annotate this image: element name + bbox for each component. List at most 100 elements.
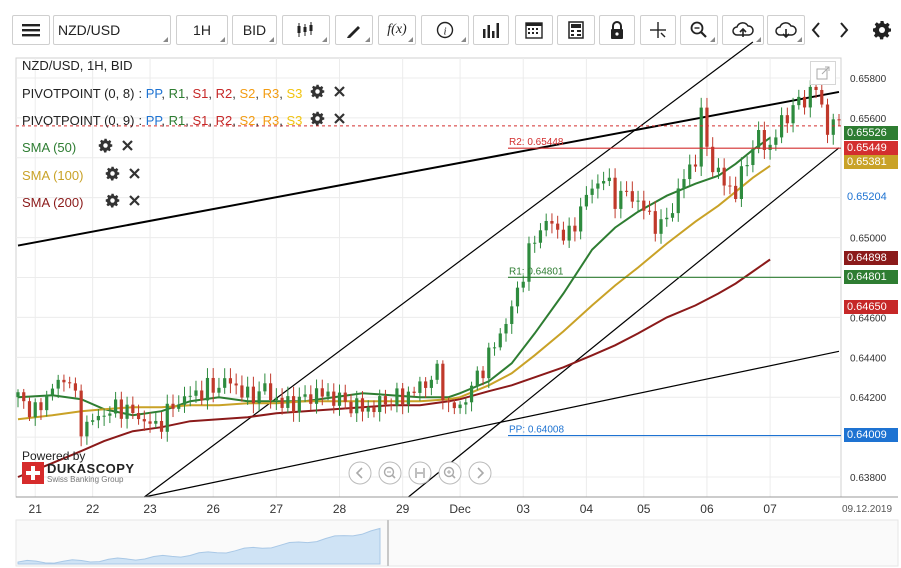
y-tick-label: 0.64400 bbox=[850, 353, 887, 364]
candle-body bbox=[154, 420, 158, 424]
scroll-right-button[interactable] bbox=[834, 15, 854, 45]
function-button[interactable]: f(x) bbox=[378, 15, 416, 45]
candle-body bbox=[647, 210, 652, 212]
pivot-part-4: , bbox=[185, 112, 193, 128]
chart-type-button[interactable] bbox=[282, 15, 330, 45]
pivot-2-levels: : PP, R1, S1, R2, S2, R3, S3 bbox=[138, 113, 302, 128]
moving-averages bbox=[17, 136, 771, 478]
lock-button[interactable] bbox=[599, 15, 635, 45]
candle-body bbox=[533, 242, 537, 244]
candle-body bbox=[567, 225, 571, 241]
candle-body bbox=[492, 347, 497, 349]
sma-100-settings[interactable] bbox=[105, 166, 120, 184]
zoom-out-button[interactable] bbox=[378, 461, 402, 490]
pivot-part-0: : bbox=[138, 85, 146, 101]
candle-body bbox=[211, 377, 215, 393]
symbol-select[interactable]: NZD/USD bbox=[53, 15, 171, 45]
sma-200-settings[interactable] bbox=[105, 193, 120, 211]
svg-text:i: i bbox=[443, 26, 446, 38]
trendline bbox=[144, 350, 840, 498]
candle-body bbox=[73, 383, 78, 391]
calculator-button[interactable] bbox=[557, 15, 595, 45]
zoom-in-button[interactable] bbox=[438, 461, 462, 490]
calendar-button[interactable] bbox=[515, 15, 553, 45]
candle-body bbox=[521, 281, 525, 288]
close-icon bbox=[334, 113, 346, 124]
download-button[interactable] bbox=[767, 15, 805, 45]
pivot-part-7: R2 bbox=[215, 85, 233, 101]
calculator-icon bbox=[568, 21, 584, 39]
sma-200-remove[interactable] bbox=[128, 194, 141, 210]
candle-body bbox=[251, 386, 255, 404]
candle-body bbox=[314, 388, 319, 404]
price-side-select[interactable]: BID bbox=[232, 15, 277, 45]
candle-body bbox=[757, 130, 761, 149]
candle-body bbox=[429, 379, 433, 388]
prev-button[interactable] bbox=[348, 461, 372, 490]
candle-body bbox=[831, 119, 835, 135]
upload-button[interactable] bbox=[722, 15, 764, 45]
pivot-1-settings[interactable] bbox=[310, 84, 325, 102]
candle-body bbox=[200, 390, 204, 401]
navigator-panel[interactable] bbox=[15, 519, 899, 567]
candle-body bbox=[280, 397, 284, 408]
upload-icon bbox=[732, 22, 754, 37]
scroll-left-button[interactable] bbox=[806, 15, 826, 45]
sma-line bbox=[17, 258, 771, 478]
pivot-part-10: , bbox=[255, 85, 263, 101]
reset-button[interactable] bbox=[408, 461, 432, 490]
powered-by-text: Powered by bbox=[22, 449, 86, 463]
pivot-part-0: : bbox=[138, 112, 146, 128]
candle-body bbox=[269, 383, 273, 401]
pivot-part-1: PP bbox=[145, 112, 162, 128]
brand-subtitle: Swiss Banking Group bbox=[47, 475, 124, 484]
candle-body bbox=[716, 167, 721, 173]
chart-header: NZD/USD, 1H, BID bbox=[22, 58, 133, 73]
pivot-part-13: S3 bbox=[286, 112, 303, 128]
candle-body bbox=[590, 188, 594, 195]
candle-body bbox=[441, 363, 445, 401]
pivot-part-12: , bbox=[279, 112, 287, 128]
pivot-level-label: PP: 0.64008 bbox=[509, 425, 564, 436]
candle-body bbox=[636, 200, 640, 202]
crosshair-button[interactable] bbox=[640, 15, 676, 45]
pivot-part-9: S2 bbox=[239, 112, 256, 128]
candle-body bbox=[85, 421, 89, 437]
pivot-2-remove[interactable] bbox=[333, 112, 346, 128]
candle-body bbox=[125, 404, 129, 419]
candle-body bbox=[642, 200, 646, 211]
info-button[interactable]: i bbox=[421, 15, 469, 45]
pivot-part-11: R3 bbox=[262, 112, 280, 128]
candle-body bbox=[584, 194, 588, 207]
x-tick-label: 27 bbox=[270, 502, 284, 516]
candle-body bbox=[504, 323, 508, 334]
x-tick-label: 28 bbox=[333, 502, 347, 516]
next-button[interactable] bbox=[468, 461, 492, 490]
candle-body bbox=[573, 225, 577, 232]
pivot-1-remove[interactable] bbox=[333, 85, 346, 101]
volume-bars-button[interactable] bbox=[473, 15, 509, 45]
fullscreen-button[interactable] bbox=[810, 61, 836, 85]
pivot-2-settings[interactable] bbox=[310, 111, 325, 129]
candle-body bbox=[56, 379, 60, 389]
candle-body bbox=[825, 104, 830, 135]
pivot-part-7: R2 bbox=[215, 112, 233, 128]
candle-body bbox=[91, 420, 95, 422]
settings-button[interactable] bbox=[868, 15, 896, 45]
menu-button[interactable] bbox=[12, 15, 50, 45]
sma-50-settings[interactable] bbox=[98, 138, 113, 156]
timeframe-select[interactable]: 1H bbox=[176, 15, 228, 45]
sma-100-remove[interactable] bbox=[128, 167, 141, 183]
candle-body bbox=[349, 401, 353, 414]
zoom-button[interactable] bbox=[680, 15, 718, 45]
candle-body bbox=[487, 347, 491, 379]
price-badge: 0.65204 bbox=[844, 189, 898, 204]
pivot-part-5: S1 bbox=[192, 85, 209, 101]
candle-body bbox=[711, 146, 715, 173]
sma-50-remove[interactable] bbox=[121, 139, 134, 155]
candle-body bbox=[705, 107, 709, 147]
draw-button[interactable] bbox=[335, 15, 373, 45]
candle-body bbox=[188, 395, 192, 397]
x-tick-label: 06 bbox=[700, 502, 714, 516]
